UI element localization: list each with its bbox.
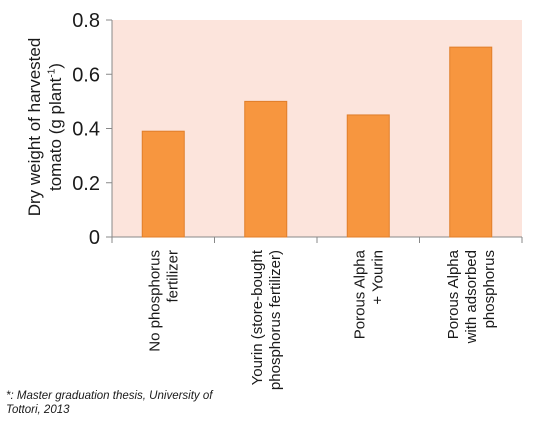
bar <box>346 114 390 238</box>
x-tick-label-line: + Yourin <box>369 250 386 305</box>
x-tick-label: Yourin (store-bought phosphorus fertilize… <box>249 249 284 390</box>
x-tick-label-line: No phosphorus <box>146 250 163 352</box>
x-tick-label-line: fertilizer <box>164 250 181 303</box>
bar <box>141 130 185 238</box>
y-tick-label: 0.2 <box>72 173 100 195</box>
bar <box>244 100 288 238</box>
x-tick-label: Porous Alpha + Yourin <box>351 249 386 339</box>
bar <box>449 46 493 238</box>
x-tick-label: Porous Alpha with adsorbed phosphorus <box>445 249 498 344</box>
y-tick-label: 0.6 <box>72 64 100 86</box>
x-tick-label-line: with adsorbed <box>463 250 480 344</box>
y-tick-label: 0.4 <box>72 119 100 141</box>
y-tick-label: 0.8 <box>72 10 100 32</box>
x-tick-label-line: phosphorus fertilizer) <box>267 250 284 390</box>
x-tick-label-line: Porous Alpha <box>445 249 462 339</box>
y-tick-label: 0 <box>89 227 100 249</box>
x-tick-label-line: Yourin (store-bought <box>249 249 266 385</box>
x-tick-label-line: phosphorus <box>481 250 498 328</box>
source-footnote: *: Master graduation thesis, University … <box>6 390 213 416</box>
x-tick-label: No phosphorus fertilizer <box>146 250 181 352</box>
x-tick-label-line: Porous Alpha <box>351 249 368 339</box>
